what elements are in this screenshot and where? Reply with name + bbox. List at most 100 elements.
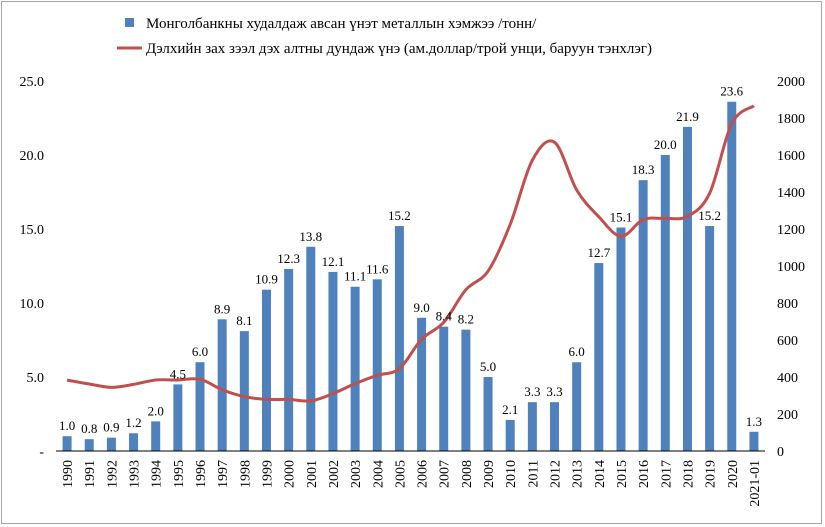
right-axis-tick-label: 400 bbox=[777, 371, 798, 386]
x-axis-tick-label: 2002 bbox=[327, 460, 342, 488]
data-labels: 1.0 0.8 0.9 1.22.04.56.08.98.110.912.313.81… bbox=[59, 84, 762, 436]
bar-data-label: 15.1 bbox=[610, 210, 633, 225]
bar-data-label: 11.1 bbox=[344, 269, 366, 284]
bar-data-label: 3.3 bbox=[546, 384, 562, 399]
bar bbox=[173, 384, 183, 451]
bar-data-label: 2.0 bbox=[148, 403, 164, 418]
x-axis-tick-label: 2012 bbox=[549, 460, 564, 488]
bar-data-label: 0.9 bbox=[103, 420, 119, 435]
bar-data-label: 23.6 bbox=[720, 84, 743, 99]
bar bbox=[439, 326, 449, 451]
bar bbox=[328, 271, 338, 451]
bar-data-label: 8.2 bbox=[458, 312, 474, 327]
right-axis-tick-label: 1200 bbox=[777, 223, 805, 238]
bar bbox=[594, 263, 604, 451]
x-axis-tick-label: 2017 bbox=[659, 460, 674, 488]
bar-data-label: 6.0 bbox=[569, 344, 585, 359]
bar-data-label: 1.3 bbox=[746, 414, 762, 429]
bar-data-label: 12.3 bbox=[277, 251, 300, 266]
bar bbox=[372, 279, 382, 451]
bar bbox=[638, 180, 648, 451]
x-axis-tick-label: 1995 bbox=[172, 460, 187, 488]
bar bbox=[550, 402, 560, 451]
bar bbox=[727, 101, 737, 451]
x-axis-tick-label: 2003 bbox=[349, 460, 364, 488]
bar-data-label: 0.8 bbox=[81, 421, 97, 436]
x-axis-tick-label: 1999 bbox=[260, 460, 275, 488]
bar bbox=[239, 331, 249, 451]
left-axis-tick-label: 20.0 bbox=[20, 149, 45, 164]
bar bbox=[129, 433, 139, 451]
x-axis-tick-label: 2005 bbox=[393, 460, 408, 488]
bar-data-label: 12.7 bbox=[587, 245, 610, 260]
x-axis-tick-label: 2013 bbox=[571, 460, 586, 488]
x-axis-tick-label: 2001 bbox=[305, 460, 320, 488]
bar bbox=[417, 317, 427, 451]
bar bbox=[217, 319, 227, 451]
bar bbox=[616, 227, 626, 451]
legend-bar-label: Монголбанкны худалдаж авсан үнэт металлы… bbox=[146, 16, 537, 32]
left-axis-tick-label: 15.0 bbox=[20, 223, 45, 238]
bar bbox=[527, 402, 537, 451]
x-axis-tick-label: 2016 bbox=[637, 460, 652, 488]
x-axis-tick-label: 2000 bbox=[283, 460, 298, 488]
x-axis-tick-label: 2021-01 bbox=[748, 460, 763, 507]
bar bbox=[195, 362, 205, 451]
bar bbox=[505, 419, 515, 451]
bar bbox=[483, 377, 493, 451]
bar bbox=[394, 226, 404, 451]
gold-price-line bbox=[66, 104, 755, 403]
bar-data-label: 21.9 bbox=[676, 109, 699, 124]
right-axis-tick-label: 200 bbox=[777, 408, 798, 423]
bar-data-label: 11.6 bbox=[366, 261, 389, 276]
right-axis-tick-label: 1000 bbox=[777, 260, 805, 275]
left-axis-tick-label: 25.0 bbox=[20, 75, 45, 90]
bar bbox=[284, 268, 294, 451]
bar-data-label: 1.0 bbox=[59, 418, 75, 433]
right-axis-tick-label: 1400 bbox=[777, 186, 805, 201]
left-axis-tick-label: - bbox=[39, 445, 44, 460]
bar bbox=[106, 437, 116, 451]
bar-data-label: 4.5 bbox=[170, 366, 186, 381]
x-axis-tick-label: 1990 bbox=[61, 460, 76, 488]
bar-data-label: 6.0 bbox=[192, 344, 208, 359]
bar-data-label: 18.3 bbox=[632, 162, 655, 177]
x-axis-tick-label: 1994 bbox=[150, 460, 165, 488]
bar bbox=[461, 329, 471, 451]
right-axis-tick-label: 1600 bbox=[777, 149, 805, 164]
bar bbox=[572, 362, 582, 451]
x-axis-tick-label: 2007 bbox=[438, 460, 453, 488]
bar-series bbox=[62, 101, 759, 451]
bar bbox=[306, 246, 316, 451]
bar bbox=[350, 286, 360, 451]
bar-data-label: 10.9 bbox=[255, 272, 278, 287]
bar-data-label: 15.2 bbox=[388, 208, 411, 223]
right-axis-tick-label: 800 bbox=[777, 297, 798, 312]
legend-bar-swatch bbox=[125, 18, 134, 27]
bar-data-label: 5.0 bbox=[480, 359, 496, 374]
bar-data-label: 2.1 bbox=[502, 402, 518, 417]
right-axis-tick-label: 0 bbox=[777, 445, 784, 460]
bar-data-label: 20.0 bbox=[654, 137, 677, 152]
bar-data-label: 8.4 bbox=[436, 309, 453, 324]
x-axis-tick-label: 2008 bbox=[460, 460, 475, 488]
x-axis-tick-label: 2004 bbox=[371, 460, 386, 488]
x-axis-tick-label: 1992 bbox=[105, 460, 120, 488]
bar-data-label: 13.8 bbox=[299, 229, 322, 244]
x-axis-tick-label: 2010 bbox=[504, 460, 519, 488]
right-axis-tick-label: 600 bbox=[777, 334, 798, 349]
bar-data-label: 9.0 bbox=[413, 300, 429, 315]
x-axis-tick-label: 2019 bbox=[704, 460, 719, 488]
bar bbox=[151, 421, 161, 451]
legend: Монголбанкны худалдаж авсан үнэт металлы… bbox=[117, 16, 652, 57]
bar bbox=[261, 289, 271, 451]
bar bbox=[705, 226, 715, 451]
x-axis-tick-label: 1997 bbox=[216, 460, 231, 488]
right-axis: 0 200 400 600 800 1000 1200 1400 1600 1800 2000 bbox=[777, 75, 805, 460]
bar bbox=[62, 436, 72, 451]
x-axis-tick-label: 1991 bbox=[83, 460, 98, 488]
x-axis-tick-label: 1998 bbox=[238, 460, 253, 488]
legend-line-label: Дэлхийн зах зээл дэх алтны дундаж үнэ (а… bbox=[146, 41, 652, 57]
x-axis-tick-label: 1993 bbox=[128, 460, 143, 488]
bar bbox=[682, 126, 692, 451]
